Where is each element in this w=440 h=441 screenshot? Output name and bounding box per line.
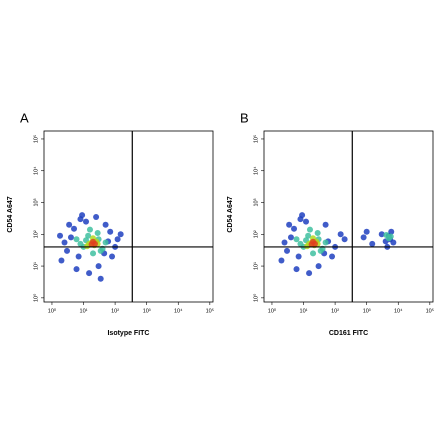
event-dot (97, 275, 104, 282)
event-dot (71, 225, 78, 232)
y-tick-label: 10⁰ (252, 293, 259, 302)
x-tick-label: 10⁵ (206, 307, 214, 314)
event-dot (293, 236, 300, 243)
event-dot (329, 253, 336, 260)
event-dot (317, 247, 324, 254)
event-dot (79, 212, 86, 219)
y-tick-label: 10³ (33, 198, 39, 206)
y-tick-label: 10⁰ (32, 293, 39, 302)
plot-frame (263, 130, 434, 303)
event-dot (93, 214, 100, 221)
event-dot (278, 257, 285, 264)
event-dot (94, 229, 101, 236)
y-tick-label: 10¹ (253, 262, 259, 270)
y-tick-label: 10³ (253, 198, 259, 206)
y-tick-label: 10⁵ (32, 135, 39, 143)
x-axis-label: Isotype FITC (107, 330, 149, 337)
event-dot (295, 253, 302, 260)
event-dot (102, 221, 109, 228)
event-dot (303, 218, 310, 225)
y-tick-label: 10⁴ (252, 166, 259, 175)
x-tick-label: 10² (111, 308, 119, 314)
event-dot (64, 247, 71, 254)
event-dot (284, 247, 291, 254)
x-tick-label: 10⁴ (394, 307, 403, 314)
plot-frame (43, 130, 214, 303)
event-dot (102, 239, 109, 246)
event-dot (281, 239, 288, 246)
event-dot (117, 231, 124, 238)
x-tick-label: 10⁴ (174, 307, 183, 314)
event-dot (341, 236, 348, 243)
event-dot (315, 263, 322, 270)
event-dot (73, 236, 80, 243)
event-dot (109, 253, 116, 260)
panel-label: A (20, 110, 29, 125)
event-dot (322, 239, 329, 246)
event-dot (61, 239, 68, 246)
event-dot (390, 239, 397, 246)
event-dot (297, 240, 304, 247)
y-tick-label: 10² (33, 230, 39, 238)
event-dot (369, 240, 376, 247)
event-dot (314, 229, 321, 236)
x-tick-label: 10³ (363, 308, 371, 314)
y-tick-label: 10¹ (33, 262, 39, 270)
event-dot (90, 250, 97, 257)
x-tick-label: 10³ (143, 308, 151, 314)
event-dot (97, 247, 104, 254)
event-dot (291, 225, 298, 232)
x-axis-label: CD161 FITC (329, 330, 368, 337)
event-dot (305, 232, 312, 239)
y-axis-label: CD54 A647 (227, 196, 234, 232)
event-dot (360, 234, 367, 241)
x-tick-label: 10⁰ (268, 307, 277, 314)
event-dot (378, 231, 385, 238)
event-dot (57, 232, 64, 239)
event-dot (299, 212, 306, 219)
event-dot (287, 234, 294, 241)
x-tick-label: 10¹ (300, 308, 308, 314)
y-tick-label: 10² (253, 230, 259, 238)
x-tick-label: 10² (331, 308, 339, 314)
event-dot (293, 266, 300, 273)
event-dot (58, 257, 65, 264)
event-dot (387, 233, 394, 240)
event-dot (66, 221, 73, 228)
x-tick-label: 10⁰ (48, 307, 57, 314)
event-dot (77, 240, 84, 247)
event-dot (86, 226, 93, 233)
event-dot (337, 231, 344, 238)
y-axis-label: CD54 A647 (7, 196, 14, 232)
event-dot (310, 250, 317, 257)
event-dot (388, 228, 395, 235)
event-dot (308, 241, 315, 248)
event-dot (86, 270, 93, 277)
x-tick-label: 10⁵ (426, 307, 434, 314)
event-dot (75, 253, 82, 260)
event-dot (83, 218, 90, 225)
event-dot (88, 241, 95, 248)
event-dot (67, 234, 74, 241)
y-tick-label: 10⁵ (252, 135, 259, 143)
event-dot (286, 221, 293, 228)
event-dot (114, 236, 121, 243)
event-dot (306, 226, 313, 233)
event-dot (85, 232, 92, 239)
event-dot (107, 228, 114, 235)
event-dot (306, 270, 313, 277)
event-dot (73, 266, 80, 273)
x-tick-label: 10¹ (80, 308, 88, 314)
event-dot (363, 228, 370, 235)
event-dot (95, 263, 102, 270)
event-dot (322, 221, 329, 228)
panel-label: B (240, 110, 249, 125)
y-tick-label: 10⁴ (32, 166, 39, 175)
